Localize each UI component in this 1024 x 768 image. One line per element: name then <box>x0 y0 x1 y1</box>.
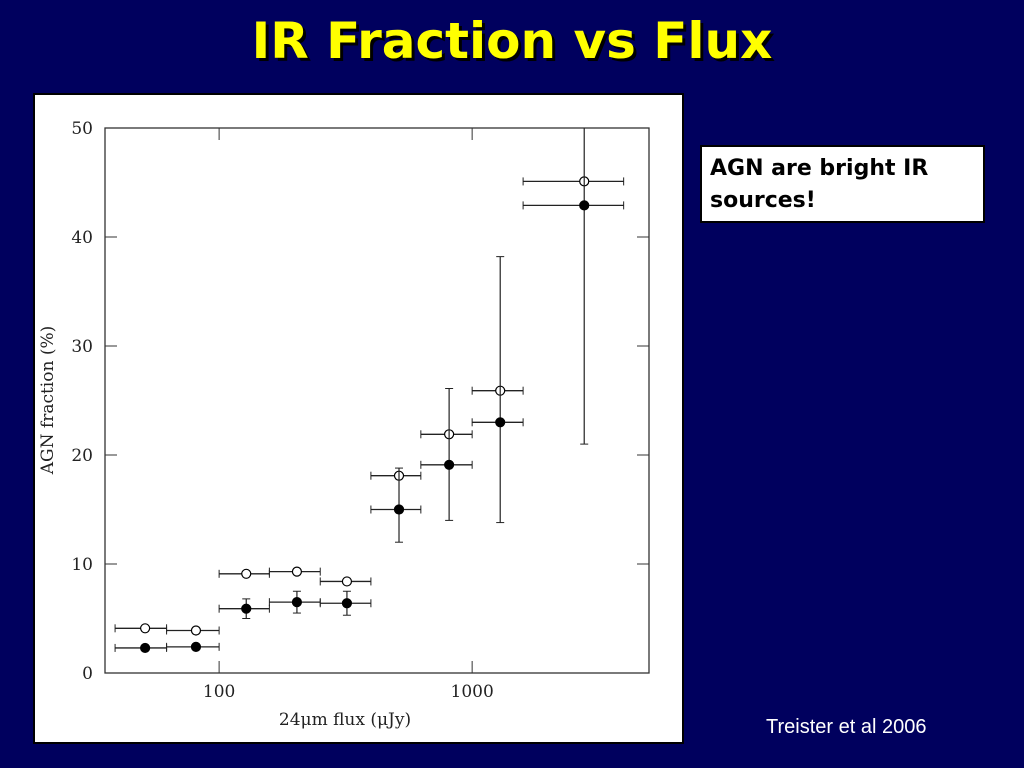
data-point <box>393 504 405 515</box>
data-point <box>341 576 353 587</box>
data-point <box>190 625 202 636</box>
slide-title: IR Fraction vs Flux <box>251 12 773 70</box>
note-box: AGN are bright IR sources! <box>700 145 985 223</box>
y-tick-label: 40 <box>71 228 93 248</box>
data-point <box>190 641 202 652</box>
data-point <box>241 568 252 579</box>
x-tick-label: 1000 <box>451 682 494 702</box>
data-point <box>495 417 506 428</box>
plot-area <box>114 128 625 654</box>
y-tick-label: 20 <box>71 446 93 466</box>
y-tick-label: 30 <box>71 337 93 357</box>
chart-panel <box>33 93 684 744</box>
data-point <box>140 623 151 634</box>
data-point <box>579 200 590 211</box>
data-point <box>140 642 151 654</box>
x-tick-label: 100 <box>203 682 235 702</box>
plot-frame <box>104 127 650 674</box>
data-point <box>291 566 303 577</box>
citation: Treister et al 2006 <box>766 716 927 738</box>
data-point <box>341 598 353 609</box>
data-point <box>444 459 455 470</box>
y-tick-label: 50 <box>71 119 93 139</box>
x-axis-label: 24μm flux (μJy) <box>279 710 411 730</box>
y-tick-label: 10 <box>71 555 93 575</box>
data-point <box>291 597 303 608</box>
data-point <box>241 603 252 614</box>
y-tick-label: 0 <box>82 664 93 684</box>
y-axis-label: AGN fraction (%) <box>38 326 58 475</box>
chart: 24μm flux (μJy) AGN fraction (%) 0 10 20 30… <box>33 93 684 744</box>
